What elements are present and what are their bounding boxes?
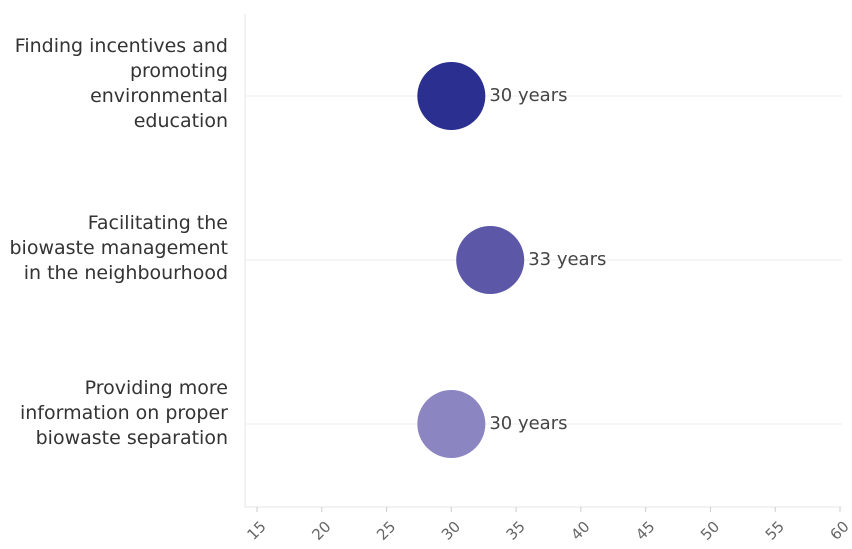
data-label-2: 33 years — [528, 249, 606, 270]
x-tick-label-45: 45 — [632, 518, 658, 544]
x-tick-label-25: 25 — [373, 518, 399, 544]
data-point-1[interactable] — [417, 62, 486, 130]
x-tick-label-60: 60 — [827, 518, 852, 544]
x-tick-label-30: 30 — [438, 518, 464, 544]
data-label-1: 30 years — [489, 85, 567, 106]
category-label-1: Finding incentives and promoting environ… — [14, 35, 228, 132]
x-tick-label-50: 50 — [697, 518, 723, 544]
data-point-3[interactable] — [417, 390, 486, 458]
category-label-2: Facilitating the biowaste management in … — [9, 212, 229, 284]
data-point-2[interactable] — [456, 226, 525, 294]
x-tick-label-55: 55 — [762, 518, 788, 544]
category-label-3: Providing more information on proper bio… — [19, 377, 228, 449]
data-label-3: 30 years — [489, 413, 567, 434]
x-tick-label-40: 40 — [567, 518, 593, 544]
x-tick-label-15: 15 — [244, 518, 270, 544]
x-tick-label-35: 35 — [503, 518, 529, 544]
x-tick-label-20: 20 — [308, 518, 334, 544]
